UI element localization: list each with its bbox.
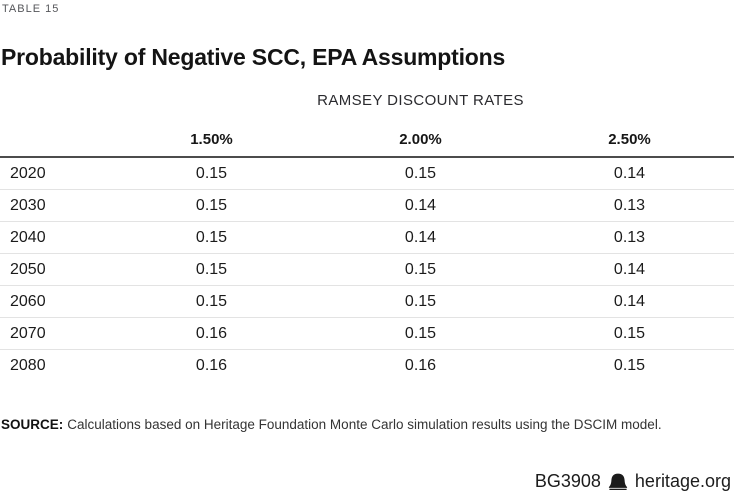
page-title: Probability of Negative SCC, EPA Assumpt…: [1, 44, 506, 71]
table-number-label: TABLE 15: [2, 3, 60, 15]
source-label: SOURCE:: [1, 417, 64, 432]
value-cell: 0.14: [525, 285, 734, 318]
table-row: 2050 0.15 0.15 0.14: [0, 253, 734, 286]
value-cell: 0.16: [107, 317, 316, 350]
year-column-header: [0, 122, 107, 158]
table-header-row: 1.50% 2.00% 2.50%: [0, 122, 734, 158]
column-header-rate-2: 2.00%: [316, 122, 525, 158]
liberty-bell-icon: [608, 473, 628, 490]
source-note: SOURCE: Calculations based on Heritage Fo…: [1, 417, 662, 432]
value-cell: 0.15: [613, 356, 646, 374]
value-cell: 0.15: [107, 189, 316, 222]
column-header-rate-1: 1.50%: [107, 122, 316, 158]
value-cell: 0.15: [107, 285, 316, 318]
value-cell: 0.15: [316, 157, 525, 190]
value-cell: 0.15: [316, 253, 525, 286]
year-cell: 2040: [0, 221, 107, 254]
table-row: 2030 0.15 0.14 0.13: [0, 189, 734, 222]
value-cell: 0.16: [404, 356, 437, 374]
value-cell: 0.15: [107, 221, 316, 254]
column-header-rate-3: 2.50%: [525, 122, 734, 158]
value-cell: 0.13: [525, 189, 734, 222]
value-cell: 0.15: [316, 285, 525, 318]
value-cell: 0.14: [316, 221, 525, 254]
table-row: 2080 0.16 0.16 0.15: [0, 350, 734, 382]
source-text: Calculations based on Heritage Foundatio…: [67, 417, 662, 432]
year-cell: 2020: [0, 157, 107, 190]
year-cell: 2050: [0, 253, 107, 286]
value-cell: 0.14: [525, 253, 734, 286]
value-cell: 0.15: [107, 157, 316, 190]
year-cell: 2070: [0, 317, 107, 350]
value-cell: 0.14: [316, 189, 525, 222]
value-cell: 0.13: [525, 221, 734, 254]
table-row: 2060 0.15 0.15 0.14: [0, 285, 734, 318]
column-group-header: RAMSEY DISCOUNT RATES: [317, 92, 524, 109]
table-row: 2020 0.15 0.15 0.14: [0, 157, 734, 190]
value-cell: 0.15: [525, 317, 734, 350]
table-row: 2040 0.15 0.14 0.13: [0, 221, 734, 254]
report-id: BG3908: [534, 471, 601, 491]
value-cell: 0.14: [525, 157, 734, 190]
year-cell: 2080: [10, 356, 46, 374]
figure-footer: BG3908 heritage.org: [535, 471, 731, 492]
value-cell: 0.15: [316, 317, 525, 350]
site-link[interactable]: heritage.org: [634, 471, 731, 491]
year-cell: 2060: [0, 285, 107, 318]
value-cell: 0.16: [195, 356, 228, 374]
table-row: 2070 0.16 0.15 0.15: [0, 317, 734, 350]
scc-probability-table: 1.50% 2.00% 2.50% 2020 0.15 0.15 0.14 20…: [0, 122, 734, 381]
value-cell: 0.15: [107, 253, 316, 286]
year-cell: 2030: [0, 189, 107, 222]
